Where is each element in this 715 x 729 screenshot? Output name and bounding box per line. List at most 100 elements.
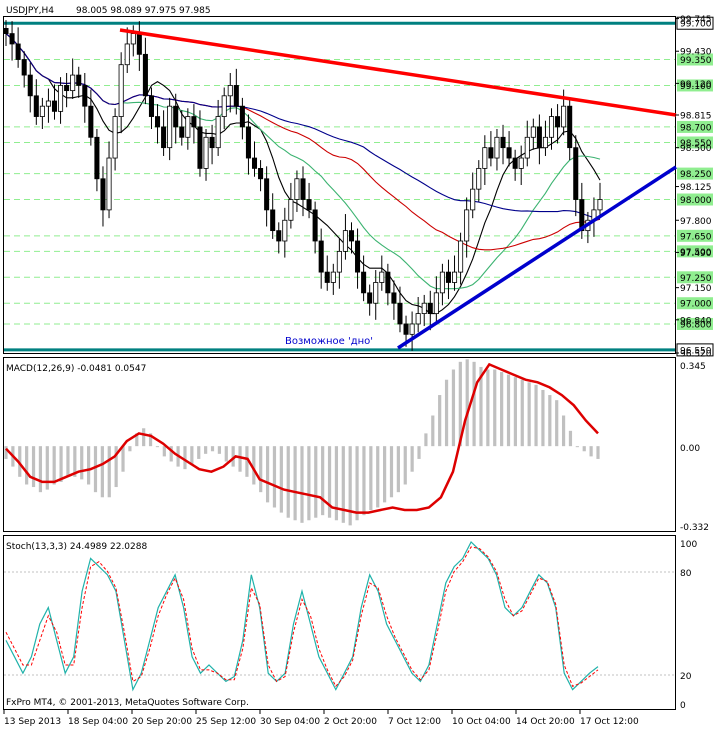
macd-bar-45 <box>314 446 318 518</box>
stoch-tick-100: 100 <box>680 540 697 550</box>
candle-body-92 <box>561 105 567 128</box>
level-label-6: 98.000 <box>680 196 712 206</box>
macd-bar-73 <box>506 374 511 447</box>
macd-bar-41 <box>286 446 290 518</box>
candle-body-62 <box>379 271 385 283</box>
macd-bar-86 <box>596 446 600 459</box>
price-tick-9: 96.840 <box>680 316 712 326</box>
macd-bar-4 <box>31 446 36 488</box>
macd-bar-72 <box>500 372 504 447</box>
macd-bar-55 <box>383 446 387 503</box>
candle-body-22 <box>136 33 142 55</box>
candle-body-98 <box>597 199 603 211</box>
candle-body-75 <box>458 240 464 273</box>
macd-bar-33 <box>231 446 235 467</box>
candle-body-64 <box>391 292 397 304</box>
candle-body-44 <box>270 209 276 232</box>
macd-bar-12 <box>87 446 91 485</box>
level-label-9: 97.250 <box>680 274 712 284</box>
candle-body-24 <box>148 95 154 117</box>
horizontal-levels <box>4 21 675 352</box>
price-tick-4: 98.500 <box>680 144 712 154</box>
candle-body-23 <box>142 53 148 97</box>
macd-bar-34 <box>238 446 242 472</box>
level-label-11: 96.800 <box>680 320 712 330</box>
candle-body-21 <box>130 33 136 45</box>
macd-bar-8 <box>59 446 63 482</box>
macd-bar-35 <box>245 446 249 477</box>
level-label-box-3 <box>677 120 713 133</box>
stoch-label: Stoch(13,3,3) 24.4989 22.0288 <box>6 542 147 552</box>
candle-body-31 <box>191 116 197 128</box>
price-tick-0: 99.745 <box>680 15 712 25</box>
time-label-0: 13 Sep 2013 <box>4 717 61 727</box>
candle-body-59 <box>361 271 367 294</box>
time-label-8: 14 Oct 20:00 <box>516 717 575 727</box>
macd-bar-39 <box>272 446 277 508</box>
macd-bar-0 <box>4 446 8 459</box>
candle-body-53 <box>324 271 330 283</box>
level-label-7: 97.650 <box>680 232 712 242</box>
candle-body-42 <box>258 168 264 180</box>
chart-header-ohlc: 98.005 98.089 97.975 97.985 <box>76 6 211 16</box>
macd-bar-68 <box>472 361 476 447</box>
macd-tick-zero: 0.00 <box>680 444 700 454</box>
macd-bar-23 <box>162 446 166 457</box>
candle-body-48 <box>294 178 300 200</box>
macd-bar-79 <box>548 395 552 447</box>
candle-body-70 <box>427 302 433 314</box>
candle-body-67 <box>409 323 415 335</box>
macd-bar-60 <box>417 446 421 459</box>
macd-bar-67 <box>465 359 469 447</box>
candle-body-6 <box>39 105 45 117</box>
candle-body-30 <box>185 116 191 138</box>
level-label-2: 99.100 <box>680 82 712 92</box>
candle-body-14 <box>88 105 94 138</box>
macd-bar-7 <box>52 446 56 485</box>
candle-body-66 <box>403 323 409 335</box>
price-tick-7: 97.490 <box>680 249 712 259</box>
level-label-box-7 <box>677 229 713 242</box>
macd-bar-81 <box>561 415 566 447</box>
candle-body-68 <box>415 313 421 325</box>
candle-body-33 <box>203 136 209 169</box>
candle-body-41 <box>251 157 258 169</box>
macd-tick-bottom: -0.332 <box>680 523 709 533</box>
macd-bar-64 <box>444 379 449 447</box>
main-panel <box>3 16 676 354</box>
macd-bar-5 <box>38 446 43 493</box>
macd-histogram <box>4 359 600 526</box>
candle-body-19 <box>118 64 124 117</box>
candle-body-3 <box>21 59 27 76</box>
candle-body-86 <box>524 136 530 159</box>
candle-body-20 <box>124 43 130 66</box>
macd-bar-85 <box>589 446 593 457</box>
macd-bar-78 <box>541 389 545 447</box>
candle-body-47 <box>288 199 294 221</box>
macd-bar-14 <box>100 446 104 498</box>
macd-bar-70 <box>486 369 490 447</box>
candle-body-93 <box>567 105 573 149</box>
candle-body-63 <box>385 271 391 294</box>
macd-bar-43 <box>300 446 304 523</box>
macd-bar-20 <box>142 428 146 447</box>
stoch-tick-0: 0 <box>680 701 686 711</box>
level-label-box-9 <box>677 271 713 284</box>
level-label-10: 97.000 <box>680 300 712 310</box>
price-tick-1: 99.430 <box>680 48 712 58</box>
level-label-box-6 <box>677 193 713 206</box>
macd-bar-50 <box>348 446 352 526</box>
time-label-5: 2 Oct 20:00 <box>324 717 377 727</box>
candle-body-27 <box>167 105 173 149</box>
candle-body-89 <box>542 136 548 149</box>
macd-bar-82 <box>568 430 573 447</box>
macd-bar-26 <box>183 446 187 470</box>
level-label-box-8 <box>677 245 713 258</box>
candle-body-84 <box>512 157 518 169</box>
candle-body-69 <box>421 302 427 314</box>
macd-panel <box>3 357 676 532</box>
candle-body-83 <box>506 147 512 159</box>
candle-body-74 <box>452 271 458 283</box>
resistance-trendline <box>119 28 677 117</box>
